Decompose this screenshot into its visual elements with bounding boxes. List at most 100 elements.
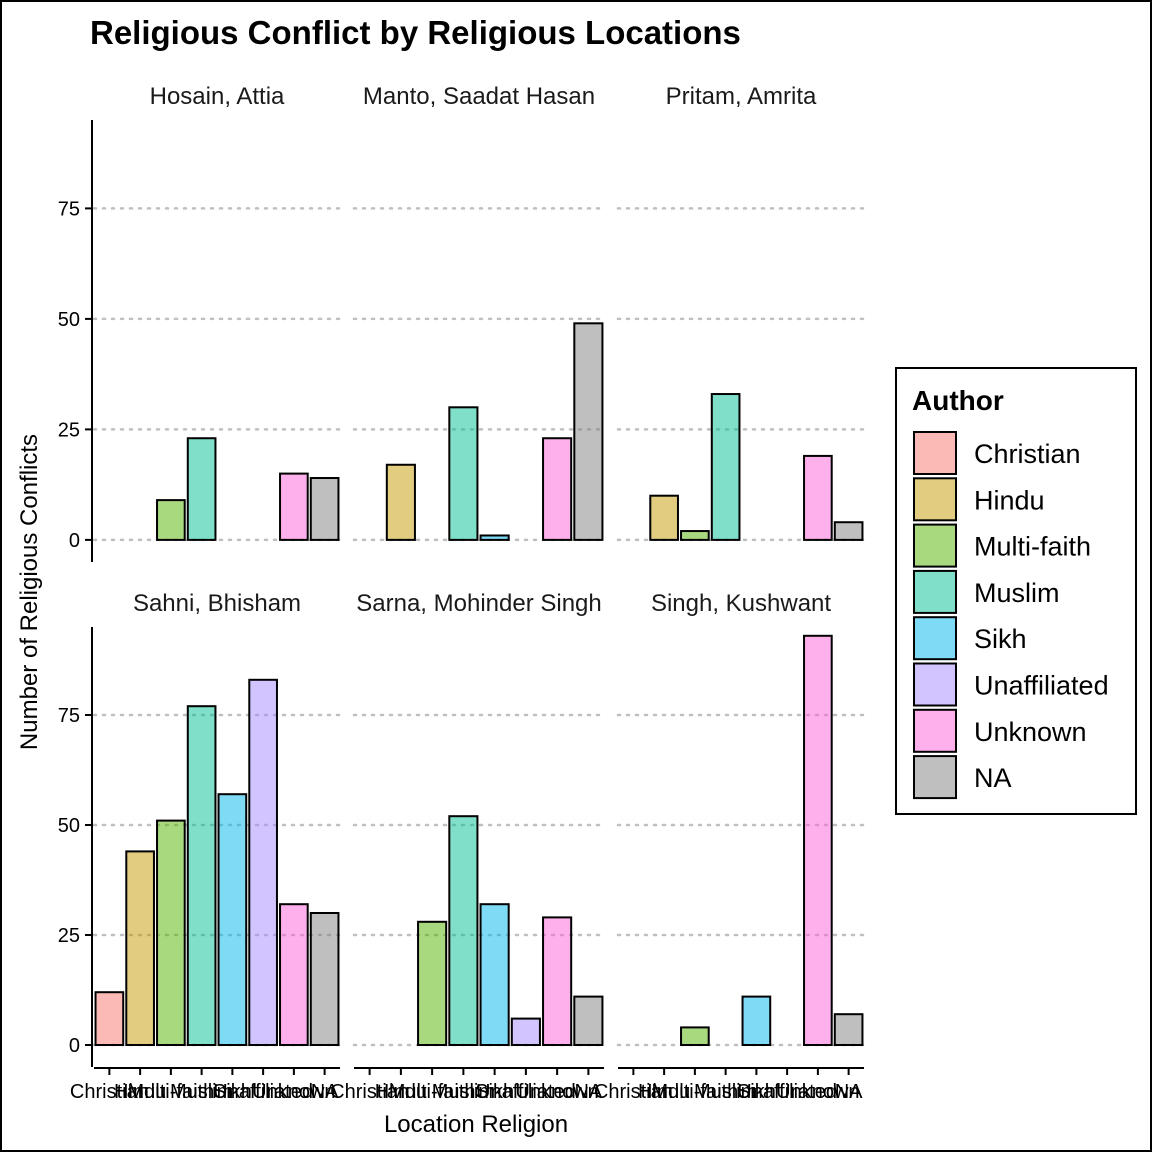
x-tick-label-muslim: Muslim	[694, 1081, 757, 1103]
x-tick-label-hindu: Hindu	[638, 1081, 690, 1103]
legend-label-na: NA	[974, 763, 1012, 793]
bar-singh-kushwant-na	[833, 1013, 864, 1047]
x-tick-label-na: NA	[574, 1081, 602, 1103]
legend-swatch-unknown	[913, 708, 957, 753]
bar-manto-saadat-hasan-muslim	[448, 406, 479, 541]
bar-manto-saadat-hasan-na	[573, 322, 604, 541]
bar-sahni-bhisham-hindu	[125, 850, 155, 1047]
legend-swatch-unaffiliated	[913, 662, 957, 707]
x-tick-label-muslim: Muslim	[170, 1081, 233, 1103]
legend-item-unknown: Unknown	[913, 708, 1087, 753]
facet-label-sahni-bhisham: Sahni, Bhisham	[133, 590, 301, 617]
y-tick-label-0: 0	[69, 530, 80, 552]
bar-sahni-bhisham-christian	[94, 991, 125, 1047]
bar-pritam-amrita-na	[833, 521, 864, 541]
panel-sarna-mohinder-singh: Sarna, Mohinder Singh	[352, 590, 606, 1047]
bar-pritam-amrita-hindu	[649, 494, 679, 541]
x-tick-label-sikh: Sikh	[737, 1081, 776, 1103]
x-tick-label-na: NA	[311, 1081, 339, 1103]
legend-entries: Christian Hindu Multi-faith Muslim Sikh Unaff…	[913, 431, 1109, 800]
legend: Author Christian Hindu Multi-faith Muslim Si…	[895, 367, 1137, 815]
bar-singh-kushwant-unknown	[803, 634, 833, 1046]
y-tick-label-0: 0	[69, 1035, 80, 1057]
legend-label-unaffiliated: Unaffiliated	[974, 671, 1109, 701]
x-tick-label-unaffiliated: Unaffiliated	[476, 1081, 576, 1103]
axes-group: 02550750255075ChristianHinduMulti-faithM…	[58, 120, 864, 1103]
x-tick-label-hindu: Hindu	[114, 1081, 166, 1103]
chart-title: Religious Conflict by Religious Location…	[90, 14, 741, 51]
x-tick-label-multi-faith: Multi-faith	[389, 1081, 476, 1103]
x-tick-label-unaffiliated: Unaffiliated	[213, 1081, 313, 1103]
bar-sahni-bhisham-multi-faith	[156, 819, 186, 1046]
bar-pritam-amrita-unknown	[803, 454, 833, 541]
y-axis-title: Number of Religious Conflicts	[16, 434, 43, 750]
bar-hosain-attia-muslim	[186, 437, 217, 541]
facet-label-singh-kushwant: Singh, Kushwant	[651, 590, 831, 617]
legend-label-sikh: Sikh	[974, 624, 1027, 654]
facet-label-pritam-amrita: Pritam, Amrita	[666, 83, 817, 110]
bar-hosain-attia-unknown	[279, 472, 309, 541]
bar-pritam-amrita-muslim	[710, 393, 741, 541]
bar-hosain-attia-multi-faith	[156, 499, 186, 541]
y-tick-label-75: 75	[58, 198, 80, 220]
panel-pritam-amrita: Pritam, Amrita	[616, 83, 866, 542]
bar-manto-saadat-hasan-hindu	[385, 463, 416, 541]
panel-manto-saadat-hasan: Manto, Saadat Hasan	[352, 83, 606, 542]
legend-swatch-sikh	[913, 616, 957, 661]
bar-sahni-bhisham-unaffiliated	[248, 678, 278, 1046]
y-tick-label-50: 50	[58, 309, 80, 331]
legend-label-muslim: Muslim	[974, 578, 1060, 608]
bar-manto-saadat-hasan-unknown	[542, 437, 573, 541]
x-tick-label-sikh: Sikh	[213, 1081, 252, 1103]
bar-sarna-mohinder-singh-unaffiliated	[510, 1017, 541, 1046]
bar-sarna-mohinder-singh-na	[573, 995, 604, 1046]
x-tick-label-multi-faith: Multi-faith	[652, 1081, 739, 1103]
bar-sarna-mohinder-singh-sikh	[479, 903, 510, 1047]
panels-group: Hosain, Attia Manto, Saadat Hasan Pritam, …	[92, 83, 866, 1047]
bar-sahni-bhisham-muslim	[186, 705, 217, 1046]
legend-label-unknown: Unknown	[974, 717, 1087, 747]
x-tick-label-na: NA	[835, 1081, 863, 1103]
facet-label-sarna-mohinder-singh: Sarna, Mohinder Singh	[356, 590, 601, 617]
legend-label-hindu: Hindu	[974, 485, 1045, 515]
x-tick-label-sikh: Sikh	[475, 1081, 514, 1103]
panel-sahni-bhisham: Sahni, Bhisham	[92, 590, 342, 1047]
panel-singh-kushwant: Singh, Kushwant	[616, 590, 866, 1047]
bar-manto-saadat-hasan-sikh	[479, 534, 510, 541]
legend-label-multi-faith: Multi-faith	[974, 532, 1091, 562]
y-tick-label-50: 50	[58, 815, 80, 837]
legend-item-muslim: Muslim	[913, 569, 1060, 614]
bar-sarna-mohinder-singh-unknown	[542, 916, 573, 1047]
legend-swatch-muslim	[913, 569, 957, 614]
x-axis-title: Location Religion	[384, 1111, 568, 1138]
legend-swatch-multi-faith	[913, 523, 957, 568]
bar-singh-kushwant-multi-faith	[680, 1026, 710, 1047]
legend-swatch-christian	[913, 431, 957, 475]
legend-item-christian: Christian	[913, 431, 1081, 475]
legend-item-hindu: Hindu	[913, 477, 1045, 522]
legend-label-christian: Christian	[974, 439, 1081, 469]
bar-sarna-mohinder-singh-muslim	[448, 815, 479, 1047]
x-tick-label-muslim: Muslim	[432, 1081, 495, 1103]
bar-sarna-mohinder-singh-multi-faith	[417, 920, 448, 1046]
x-tick-label-hindu: Hindu	[375, 1081, 427, 1103]
y-tick-label-25: 25	[58, 419, 80, 441]
x-tick-label-unknown: Unknown	[515, 1081, 598, 1103]
legend-swatch-na	[913, 755, 957, 800]
bar-hosain-attia-na	[309, 477, 340, 541]
legend-swatch-hindu	[913, 477, 957, 522]
bar-sahni-bhisham-na	[309, 912, 340, 1046]
bar-sahni-bhisham-unknown	[279, 903, 309, 1047]
y-tick-label-75: 75	[58, 705, 80, 727]
bar-pritam-amrita-multi-faith	[680, 530, 710, 541]
legend-title: Author	[912, 385, 1004, 416]
facet-label-manto-saadat-hasan: Manto, Saadat Hasan	[363, 83, 595, 110]
legend-item-multi-faith: Multi-faith	[913, 523, 1091, 568]
x-tick-label-unknown: Unknown	[776, 1081, 859, 1103]
legend-item-unaffiliated: Unaffiliated	[913, 662, 1109, 707]
y-tick-label-25: 25	[58, 925, 80, 947]
x-tick-label-unaffiliated: Unaffiliated	[737, 1081, 837, 1103]
x-tick-label-multi-faith: Multi-faith	[128, 1081, 215, 1103]
